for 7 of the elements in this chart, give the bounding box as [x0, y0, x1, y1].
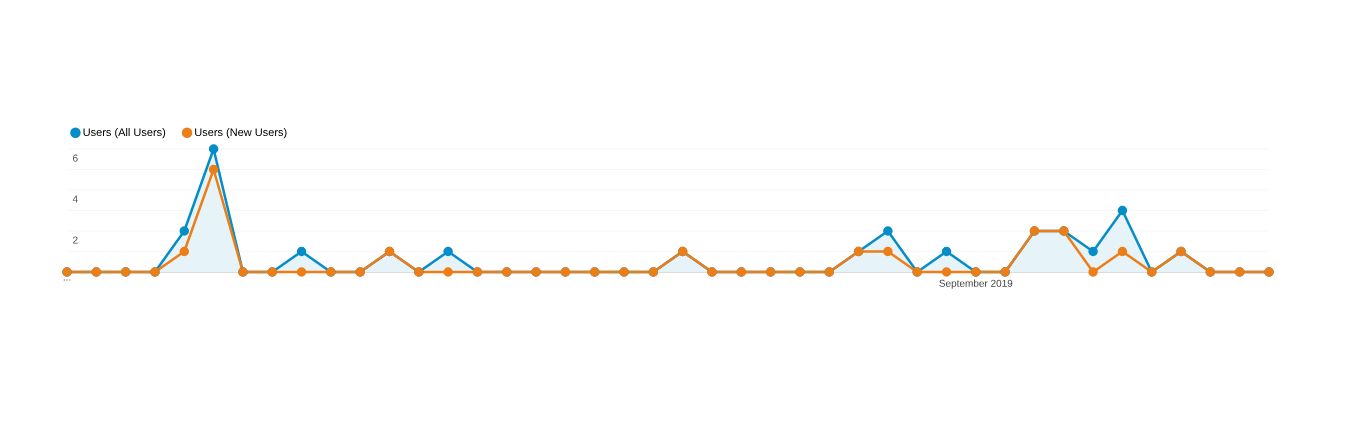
y-tick-label: 2 [73, 236, 78, 244]
legend-label: Users (New Users) [195, 127, 287, 139]
y-tick-label: 4 [72, 195, 78, 203]
x-tick-label: September 2019 [939, 279, 1013, 289]
y-tick-label: 6 [73, 154, 78, 162]
legend-label: Users (All Users) [83, 127, 166, 139]
x-tick-label: ... [63, 279, 71, 281]
